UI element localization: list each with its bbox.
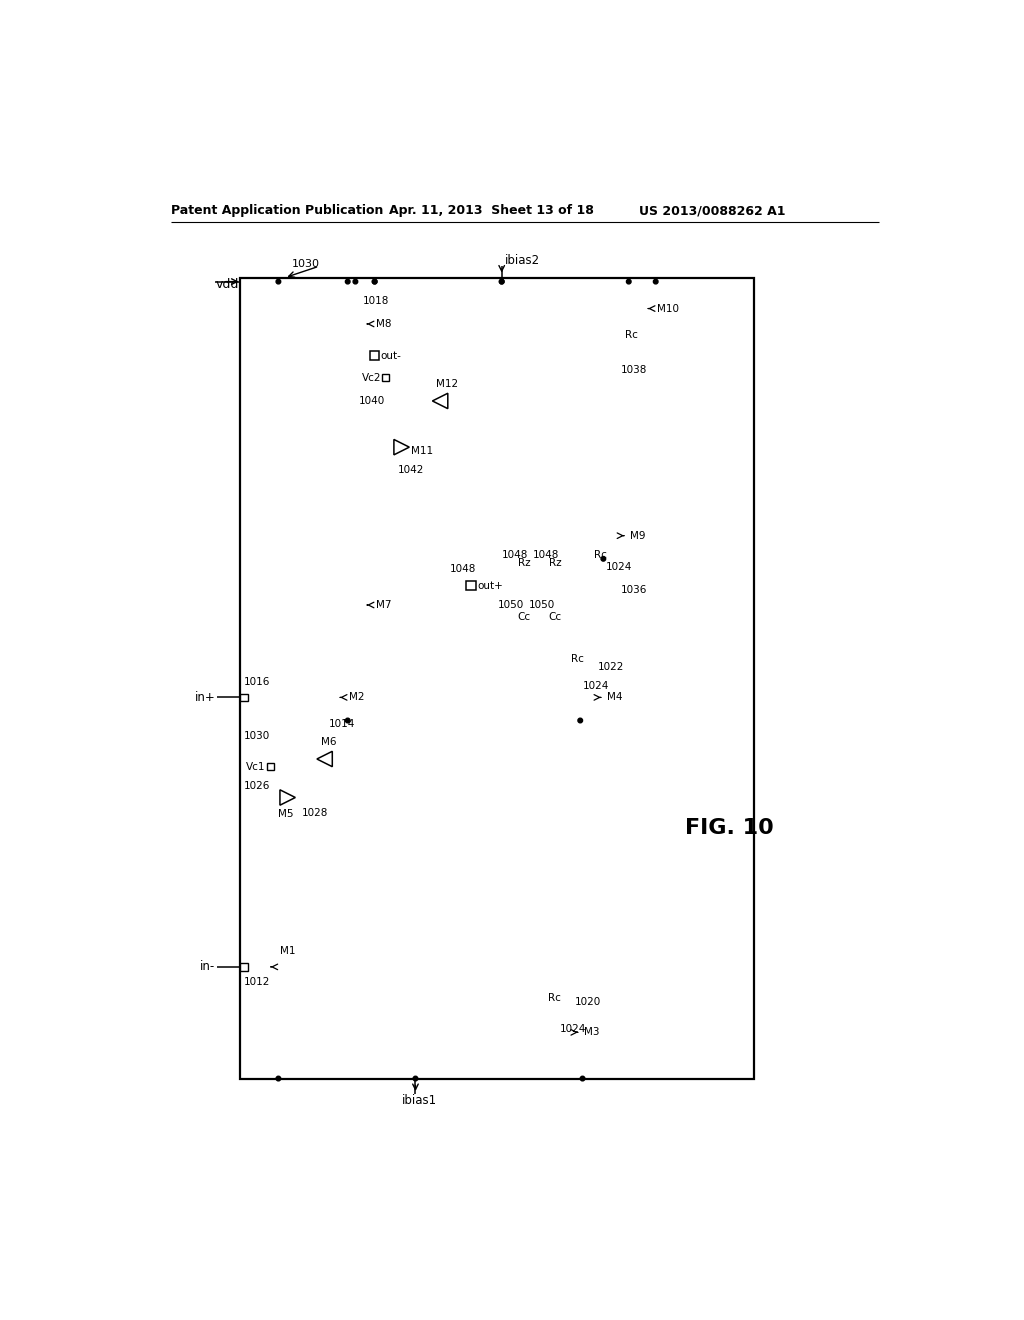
- Text: M3: M3: [584, 1027, 600, 1038]
- Circle shape: [601, 557, 605, 561]
- Text: 1028: 1028: [301, 808, 328, 818]
- Text: 1038: 1038: [621, 366, 647, 375]
- Text: M2: M2: [349, 693, 365, 702]
- Text: ibias1: ibias1: [401, 1093, 436, 1106]
- Circle shape: [500, 280, 504, 284]
- Text: 1024: 1024: [559, 1023, 586, 1034]
- Text: 1030: 1030: [244, 731, 270, 741]
- Text: 1030: 1030: [292, 259, 321, 269]
- Text: 1024: 1024: [583, 681, 609, 690]
- Text: M5: M5: [279, 809, 294, 820]
- Circle shape: [373, 280, 377, 284]
- Text: 1042: 1042: [397, 465, 424, 475]
- Text: ibias2: ibias2: [505, 255, 540, 268]
- Text: FIG. 10: FIG. 10: [685, 818, 774, 838]
- Text: 1040: 1040: [359, 396, 385, 407]
- Bar: [240, 964, 248, 970]
- Bar: [267, 763, 273, 770]
- Text: M9: M9: [631, 531, 646, 541]
- Text: out+: out+: [477, 581, 503, 591]
- Circle shape: [627, 280, 631, 284]
- Text: Rz: Rz: [549, 557, 561, 568]
- Text: 1048: 1048: [502, 550, 528, 560]
- Text: 1012: 1012: [244, 977, 270, 987]
- Text: Apr. 11, 2013  Sheet 13 of 18: Apr. 11, 2013 Sheet 13 of 18: [388, 205, 593, 218]
- Text: M6: M6: [321, 737, 336, 747]
- Text: Vc2: Vc2: [361, 372, 381, 383]
- Text: vdd: vdd: [215, 279, 239, 292]
- Circle shape: [373, 280, 377, 284]
- Circle shape: [345, 280, 350, 284]
- Text: 1024: 1024: [605, 561, 632, 572]
- Text: M11: M11: [411, 446, 433, 455]
- Circle shape: [581, 1076, 585, 1081]
- Bar: [370, 351, 379, 360]
- Text: in-: in-: [200, 961, 215, 973]
- Text: 1022: 1022: [598, 661, 625, 672]
- Text: out-: out-: [381, 351, 401, 360]
- Circle shape: [276, 280, 281, 284]
- Text: Rc: Rc: [571, 653, 584, 664]
- Circle shape: [653, 280, 658, 284]
- Text: 1016: 1016: [244, 677, 270, 686]
- Text: 1020: 1020: [574, 997, 601, 1007]
- Polygon shape: [432, 393, 447, 409]
- Circle shape: [276, 1076, 281, 1081]
- Polygon shape: [316, 751, 333, 767]
- Text: 1036: 1036: [621, 585, 647, 594]
- Text: M4: M4: [607, 693, 623, 702]
- Text: M8: M8: [376, 319, 392, 329]
- Text: 1048: 1048: [532, 550, 559, 560]
- Text: Rc: Rc: [625, 330, 638, 341]
- Text: Cc: Cc: [549, 611, 562, 622]
- Text: M12: M12: [436, 379, 459, 389]
- Circle shape: [500, 280, 504, 284]
- Bar: [240, 693, 248, 701]
- Polygon shape: [394, 440, 410, 455]
- Text: Vc1: Vc1: [246, 762, 265, 772]
- Circle shape: [413, 1076, 418, 1081]
- Text: 1048: 1048: [450, 564, 476, 574]
- Text: 1018: 1018: [364, 296, 389, 306]
- Text: 1014: 1014: [329, 719, 355, 730]
- Text: 1050: 1050: [498, 601, 524, 610]
- Bar: [466, 581, 475, 590]
- Circle shape: [578, 718, 583, 723]
- Text: Rc: Rc: [594, 550, 607, 560]
- Text: M1: M1: [280, 946, 296, 957]
- Text: 1050: 1050: [528, 601, 555, 610]
- Bar: [382, 375, 389, 381]
- Text: US 2013/0088262 A1: US 2013/0088262 A1: [639, 205, 785, 218]
- Text: Patent Application Publication: Patent Application Publication: [171, 205, 383, 218]
- Text: in+: in+: [195, 690, 215, 704]
- Text: Rc: Rc: [548, 993, 561, 1003]
- Text: M7: M7: [376, 601, 392, 610]
- Text: Cc: Cc: [518, 611, 531, 622]
- Bar: [240, 277, 755, 1078]
- Circle shape: [345, 718, 350, 723]
- Text: M10: M10: [657, 304, 679, 314]
- Polygon shape: [280, 789, 295, 805]
- Text: Rz: Rz: [518, 557, 530, 568]
- Circle shape: [353, 280, 357, 284]
- Text: 1026: 1026: [244, 781, 270, 791]
